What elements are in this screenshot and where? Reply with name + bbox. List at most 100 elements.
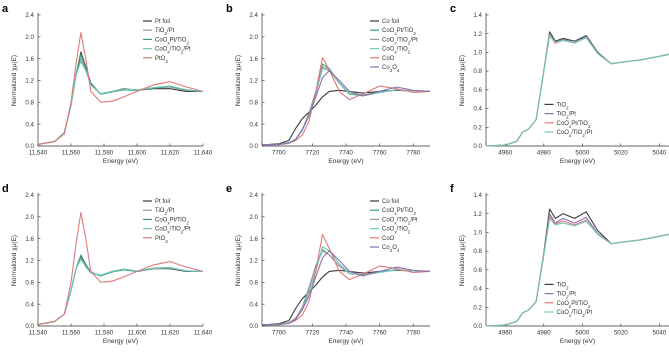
- legend-label: CoOx/TiO2/Pt: [155, 227, 191, 235]
- series-line: [37, 60, 204, 145]
- x-tick-label: 11,560: [62, 330, 81, 337]
- y-tick-label: 2.0: [25, 214, 34, 221]
- series-line: [261, 67, 431, 146]
- y-tick-label: 2.0: [25, 34, 34, 41]
- x-tick-label: 4960: [498, 330, 512, 337]
- y-tick-label: 0.4: [473, 286, 482, 293]
- y-tick-label: 1.2: [249, 258, 258, 265]
- y-tick-label: 2.0: [249, 214, 258, 221]
- x-tick-label: 11,560: [62, 150, 81, 157]
- x-tick-label: 11,620: [161, 330, 180, 337]
- series-line: [37, 58, 204, 145]
- y-tick-label: 2.4: [249, 12, 258, 19]
- y-tick-label: 1.6: [249, 236, 258, 243]
- series-line: [261, 250, 431, 326]
- legend-label: CoOx/TiO2/Pt: [557, 130, 593, 138]
- legend-label: CoOx/TiO2/Pt: [155, 47, 191, 55]
- legend-label: Co3O4: [382, 65, 400, 73]
- y-tick-label: 0.0: [25, 143, 34, 150]
- y-tick-label: 1.6: [249, 56, 258, 63]
- x-tick-label: 5000: [575, 330, 589, 337]
- panel-c: c 0.0 0.2 0.4 0.6 0.8 1.0 1.2 1.4 4960 4980 5000 502…: [450, 3, 669, 165]
- x-tick-label: 5040: [652, 330, 666, 337]
- x-tick-label: 7720: [306, 150, 320, 157]
- legend-label: TiO2/Pt: [155, 208, 175, 216]
- series-line: [261, 66, 431, 146]
- x-tick-label: 11,540: [29, 150, 48, 157]
- x-tick-label: 4980: [537, 150, 551, 157]
- y-tick-label: 1.2: [249, 78, 258, 85]
- legend-label: CoOxPt/TiO2: [382, 208, 416, 216]
- x-tick-label: 4980: [537, 330, 551, 337]
- legend-label: CoOxPt/TiO2: [557, 121, 591, 129]
- series-line: [261, 57, 431, 146]
- x-tick-label: 11,580: [95, 150, 114, 157]
- y-tick-label: 1.2: [473, 31, 482, 38]
- x-axis-title: Energy (eV): [560, 338, 595, 345]
- x-tick-label: 7700: [272, 150, 286, 157]
- y-tick-label: 0.0: [473, 323, 482, 330]
- x-axis-title: Energy (eV): [328, 338, 363, 345]
- legend-label: CoOx/TiO2/Pt: [382, 217, 418, 225]
- legend-label: Co foil: [382, 19, 399, 25]
- y-axis-title: Normalized χμ(E): [235, 235, 242, 286]
- x-tick-label: 5020: [614, 330, 628, 337]
- y-tick-label: 2.4: [25, 12, 34, 19]
- legend-label: TiO2/Pt: [557, 112, 577, 120]
- y-tick-label: 1.4: [473, 12, 482, 19]
- series-line: [37, 254, 204, 325]
- y-tick-label: 1.0: [473, 50, 482, 57]
- panel-letter: c: [450, 3, 456, 15]
- y-tick-label: 0.8: [473, 248, 482, 255]
- panel-letter: a: [2, 3, 9, 15]
- x-axis-title: Energy (eV): [103, 158, 138, 165]
- legend-label: Pt foil: [155, 199, 170, 205]
- panel-e: e 0.0 0.4 0.8 1.2 1.6 2.0 2.4 7700 7720 7740 7760 77…: [226, 183, 431, 345]
- y-tick-label: 0.0: [249, 323, 258, 330]
- y-tick-label: 2.4: [25, 192, 34, 199]
- panel-letter: f: [450, 183, 454, 195]
- series-line: [37, 255, 203, 325]
- y-tick-label: 0.4: [25, 121, 34, 128]
- y-axis-title: Normalized χμ(E): [11, 235, 18, 286]
- x-tick-label: 11,600: [128, 150, 147, 157]
- x-axis-title: Energy (eV): [103, 338, 138, 345]
- y-tick-label: 0.4: [25, 301, 34, 308]
- series-line: [261, 89, 431, 146]
- panel-d: d 0.0 0.4 0.8 1.2 1.6 2.0 2.4 11,540 11,560 11,580…: [2, 183, 213, 345]
- x-tick-label: 5040: [652, 150, 666, 157]
- series-line: [261, 233, 431, 326]
- x-tick-label: 11,580: [95, 330, 114, 337]
- legend-label: TiO2/Pt: [557, 292, 577, 300]
- y-tick-label: 0.2: [473, 304, 482, 311]
- series-line: [485, 217, 669, 327]
- legend-label: PtO2: [155, 56, 168, 64]
- legend-label: PtO2: [155, 236, 168, 244]
- y-tick-label: 0.4: [249, 301, 258, 308]
- x-tick-label: 5000: [575, 150, 589, 157]
- x-tick-label: 11,540: [29, 330, 48, 337]
- y-tick-label: 0.6: [473, 267, 482, 274]
- series-line: [37, 258, 204, 325]
- x-tick-label: 7740: [339, 330, 353, 337]
- y-axis-title: Normalized χμ(E): [235, 55, 242, 106]
- x-tick-label: 7760: [373, 330, 387, 337]
- y-tick-label: 2.4: [249, 192, 258, 199]
- panel-letter: e: [226, 183, 232, 195]
- panel-letter: b: [226, 3, 233, 15]
- legend-label: CoOxPt/TiO2: [155, 37, 189, 45]
- legend-label: CoOxPt/TiO2: [382, 28, 416, 36]
- series-line: [261, 269, 431, 326]
- panel-f: f 0.0 0.2 0.4 0.6 0.8 1.0 1.2 1.4 4960 4980 5000 502…: [450, 183, 669, 345]
- y-tick-label: 0.0: [25, 323, 34, 330]
- x-tick-label: 11,640: [194, 330, 213, 337]
- legend-label: CoO: [382, 236, 395, 242]
- x-tick-label: 4960: [498, 150, 512, 157]
- legend-label: CoOxPt/TiO2: [557, 301, 591, 309]
- y-axis-title: Normalized χμ(E): [11, 55, 18, 106]
- y-tick-label: 1.4: [473, 192, 482, 199]
- y-tick-label: 1.2: [25, 78, 34, 85]
- series-line: [37, 53, 204, 145]
